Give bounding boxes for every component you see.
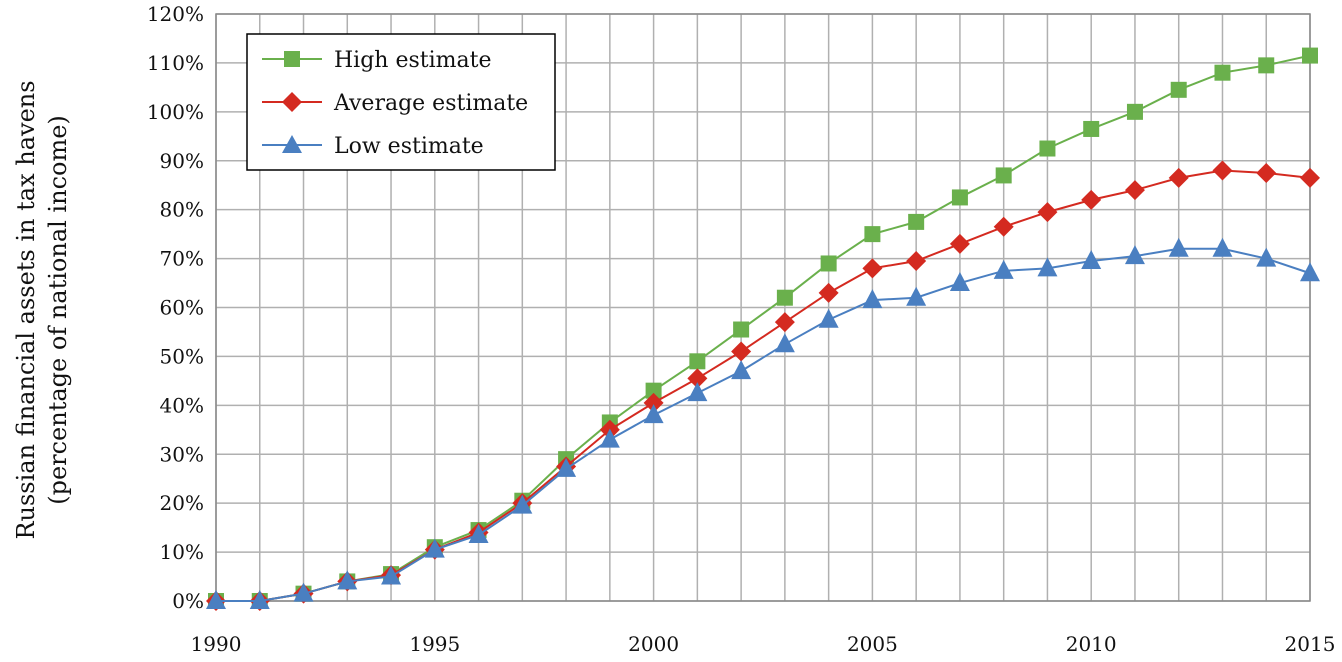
legend-triangle-marker (282, 135, 302, 153)
data-point (908, 213, 925, 230)
series-diamond (206, 160, 1320, 611)
data-point (206, 590, 226, 609)
data-point (731, 360, 752, 380)
data-point (951, 189, 968, 206)
y-tick-label: 20% (160, 491, 204, 515)
data-point (1168, 167, 1189, 188)
data-point (293, 582, 314, 602)
data-point (862, 289, 883, 309)
data-point (1214, 64, 1231, 81)
data-point (687, 368, 708, 389)
data-point (774, 312, 795, 333)
data-point (1300, 167, 1320, 188)
y-axis-title: Russian financial assets in tax havens (… (12, 80, 72, 539)
data-point (1300, 262, 1320, 282)
data-point (1037, 257, 1058, 277)
x-tick-label: 1990 (191, 632, 242, 656)
x-tick-label: 2005 (847, 632, 898, 656)
x-tick-label: 1995 (409, 632, 460, 656)
data-point (643, 392, 664, 413)
plot-frame (215, 13, 1311, 602)
data-point (1039, 140, 1056, 157)
data-point (249, 590, 270, 609)
legend-label-average: Average estimate (333, 91, 528, 116)
y-axis-title-line2: (percentage of national income) (44, 115, 72, 505)
series-layer (206, 47, 1320, 611)
data-point (818, 282, 839, 303)
data-point (995, 167, 1012, 184)
y-tick-label: 100% (147, 100, 204, 124)
data-point (993, 216, 1014, 237)
data-point (512, 494, 533, 514)
legend-entry-high: High estimate (262, 48, 492, 73)
data-point (1212, 160, 1233, 181)
y-tick-label: 120% (147, 2, 204, 26)
data-point (1037, 202, 1058, 223)
data-point (776, 289, 793, 306)
data-point (1081, 189, 1102, 210)
x-tick-label: 2010 (1066, 632, 1117, 656)
data-point (1256, 247, 1277, 267)
data-point (689, 353, 706, 370)
legend-square-marker (284, 51, 300, 67)
data-point (993, 259, 1014, 279)
legend-label-low: Low estimate (334, 134, 484, 159)
legend: High estimate Average estimate Low estim… (246, 33, 556, 171)
data-point (1081, 250, 1102, 270)
data-point (337, 570, 358, 590)
series-line (216, 169, 1311, 602)
x-tick-labels: 1990 1995 2000 2005 2010 2015 (191, 632, 1336, 656)
data-point (820, 255, 837, 272)
data-point (774, 333, 795, 353)
data-point (1302, 47, 1318, 64)
legend-entry-average: Average estimate (262, 91, 528, 116)
y-tick-label: 50% (160, 344, 204, 368)
y-tick-label: 90% (160, 149, 204, 173)
data-point (599, 428, 620, 448)
data-point (1083, 120, 1100, 137)
data-point (731, 341, 752, 362)
y-tick-label: 60% (160, 296, 204, 320)
data-point (381, 565, 402, 585)
data-point (1124, 245, 1145, 265)
data-point (906, 286, 927, 306)
data-point (1124, 180, 1145, 201)
y-tick-labels: 0% 10% 20% 30% 40% 50% 60% 70% 80% 90% 100% 110% 120… (147, 2, 204, 613)
series-line (216, 247, 1311, 602)
data-point (556, 457, 577, 477)
data-point (1212, 237, 1233, 257)
data-point (1126, 103, 1143, 120)
y-axis-title-line1: Russian financial assets in tax havens (12, 80, 40, 539)
data-point (1170, 81, 1187, 98)
series-triangle (206, 237, 1320, 609)
data-point (862, 258, 883, 279)
data-point (687, 382, 708, 402)
legend-diamond-marker (282, 92, 302, 112)
data-point (643, 404, 664, 424)
data-point (949, 233, 970, 254)
data-point (645, 382, 662, 399)
legend-entry-low: Low estimate (262, 134, 484, 159)
y-tick-label: 40% (160, 393, 204, 417)
data-point (864, 226, 881, 243)
data-point (733, 321, 750, 338)
data-point (1258, 57, 1275, 74)
data-point (906, 251, 927, 272)
data-point (1168, 237, 1189, 257)
y-tick-label: 110% (147, 51, 204, 75)
data-point (468, 523, 489, 543)
y-tick-label: 70% (160, 247, 204, 271)
legend-label-high: High estimate (334, 48, 492, 73)
data-point (949, 272, 970, 292)
y-tick-label: 30% (160, 442, 204, 466)
y-tick-label: 10% (160, 540, 204, 564)
data-point (1256, 162, 1277, 183)
x-tick-label: 2015 (1285, 632, 1336, 656)
x-tick-label: 2000 (628, 632, 679, 656)
y-tick-label: 0% (172, 589, 204, 613)
y-tick-label: 80% (160, 198, 204, 222)
data-point (818, 308, 839, 328)
data-point (424, 538, 445, 558)
